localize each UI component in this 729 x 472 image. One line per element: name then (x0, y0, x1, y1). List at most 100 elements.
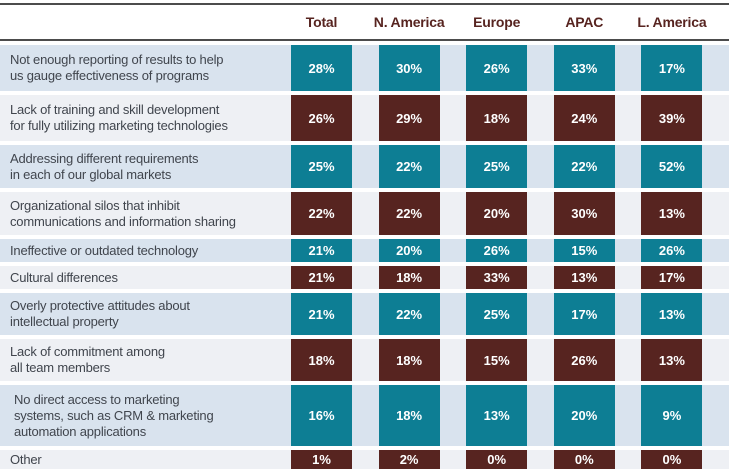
row-label: Not enough reporting of results to help u… (0, 45, 291, 91)
row-label-line: in each of our global markets (10, 166, 172, 182)
value-cell: 25% (466, 145, 554, 188)
value-box: 39% (641, 95, 703, 141)
value-cell: 26% (291, 95, 379, 141)
value-box: 21% (291, 266, 352, 289)
value-box: 22% (378, 145, 440, 188)
row-label-line: Lack of training and skill development (10, 102, 220, 117)
value-box: 26% (641, 239, 703, 262)
value-cell: 13% (641, 192, 729, 235)
column-header-total: Total (291, 14, 379, 30)
value-box: 15% (553, 239, 615, 262)
value-box: 9% (641, 385, 703, 446)
row-label-line: all team members (10, 360, 111, 375)
row-label-line: communications and information sharing (10, 213, 236, 229)
value-cell: 22% (378, 293, 467, 335)
row-label-line: Lack of commitment among (10, 344, 165, 359)
table-row: Overly protective attitudes about intelle… (0, 293, 729, 335)
value-cell: 30% (553, 192, 642, 235)
value-cell: 20% (553, 385, 642, 446)
value-box: 15% (466, 339, 528, 381)
value-cell: 25% (291, 145, 379, 188)
value-box: 28% (291, 45, 352, 91)
value-cell: 21% (291, 266, 379, 289)
row-label: Ineffective or outdated technology (0, 239, 291, 262)
value-cell: 39% (641, 95, 729, 141)
table-row: No direct access to marketing systems, su… (0, 385, 729, 446)
row-label-line: Cultural differences (10, 269, 118, 285)
value-cell: 16% (291, 385, 379, 446)
value-cell: 15% (553, 239, 642, 262)
value-box: 30% (553, 192, 615, 235)
table-row: Lack of training and skill development fo… (0, 95, 729, 141)
value-box: 30% (378, 45, 440, 91)
value-box: 20% (553, 385, 615, 446)
top-divider (0, 3, 729, 5)
row-label-line: Organizational silos that inhibit (10, 197, 180, 213)
column-header-label: APAC (565, 14, 604, 30)
value-cell: 29% (378, 95, 467, 141)
table-header-row: Total N. America Europe APAC L. America (0, 5, 729, 39)
value-box: 20% (378, 239, 440, 262)
table-row: Lack of commitment among all team members… (0, 339, 729, 381)
value-cell: 52% (641, 145, 729, 188)
row-label: No direct access to marketing systems, su… (0, 385, 291, 446)
column-header-l-america: L. America (637, 14, 729, 30)
value-box: 18% (378, 339, 440, 381)
value-cell: 28% (291, 45, 379, 91)
value-cell: 33% (553, 45, 642, 91)
value-cell: 15% (466, 339, 554, 381)
value-cell: 26% (466, 45, 554, 91)
value-box: 52% (641, 145, 703, 188)
header-divider (0, 39, 729, 41)
value-box: 29% (378, 95, 440, 141)
value-cell: 17% (641, 45, 729, 91)
value-box: 25% (466, 145, 528, 188)
value-cell: 26% (466, 239, 554, 262)
row-label: Lack of training and skill development fo… (0, 95, 291, 141)
value-cell: 18% (378, 339, 467, 381)
value-box: 18% (291, 339, 352, 381)
value-box: 26% (466, 45, 528, 91)
row-label-line: Other (10, 451, 42, 467)
value-box: 22% (378, 293, 440, 335)
column-header-label: L. America (637, 14, 707, 30)
value-box: 16% (291, 385, 352, 446)
value-cell: 9% (641, 385, 729, 446)
value-cell: 13% (641, 339, 729, 381)
value-cell: 20% (466, 192, 554, 235)
value-box: 26% (466, 239, 528, 262)
value-cell: 21% (291, 239, 379, 262)
value-cell: 26% (641, 239, 729, 262)
value-cell: 33% (466, 266, 554, 289)
row-label: Other (0, 450, 291, 469)
value-cell: 26% (553, 339, 642, 381)
column-header-n-america: N. America (374, 14, 467, 30)
value-cell: 25% (466, 293, 554, 335)
value-box: 13% (641, 293, 703, 335)
value-cell: 17% (553, 293, 642, 335)
value-box: 13% (466, 385, 528, 446)
row-label-line: automation applications (14, 423, 146, 439)
row-label-line: Addressing different requirements (10, 150, 199, 166)
row-label-line: intellectual property (10, 314, 119, 329)
value-cell: 13% (553, 266, 642, 289)
value-cell: 13% (641, 293, 729, 335)
value-cell: 2% (378, 450, 467, 469)
column-header-europe: Europe (466, 14, 554, 30)
table-row: Addressing different requirements in each… (0, 145, 729, 188)
value-box: 25% (291, 145, 352, 188)
row-label-line: for fully utilizing marketing technologi… (10, 118, 228, 133)
value-box: 22% (553, 145, 615, 188)
row-label-line: us gauge effectiveness of programs (10, 68, 209, 83)
value-cell: 18% (291, 339, 379, 381)
row-label: Overly protective attitudes about intelle… (0, 293, 291, 335)
value-cell: 18% (466, 95, 554, 141)
value-cell: 1% (291, 450, 379, 469)
value-cell: 22% (553, 145, 642, 188)
value-cell: 13% (466, 385, 554, 446)
value-box: 13% (641, 192, 703, 235)
value-box: 33% (553, 45, 615, 91)
value-cell: 20% (378, 239, 467, 262)
value-box: 13% (641, 339, 703, 381)
